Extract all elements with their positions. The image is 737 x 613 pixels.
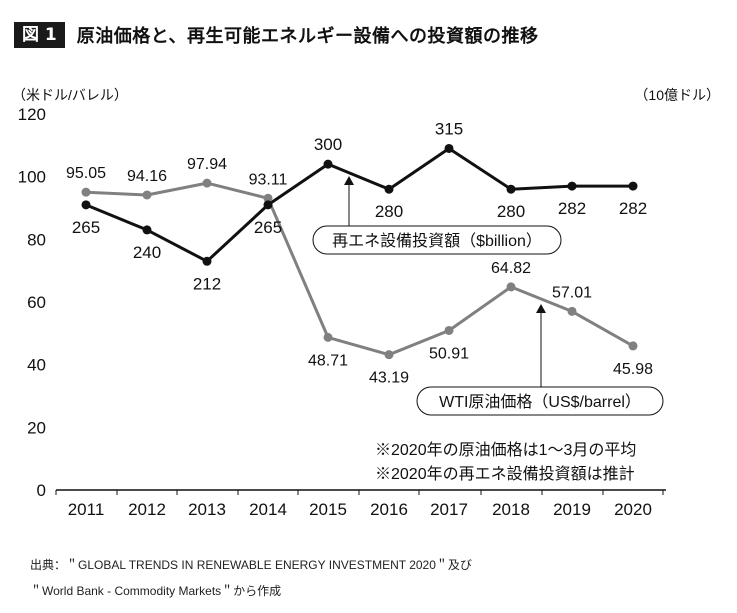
series-lines bbox=[85, 147, 634, 357]
y-tick-label: 0 bbox=[37, 481, 46, 500]
data-point bbox=[263, 200, 273, 210]
wti-data-label: 94.16 bbox=[127, 168, 167, 185]
wti-data-label: 57.01 bbox=[552, 284, 592, 301]
y-tick-label: 120 bbox=[18, 105, 46, 124]
x-tick-label: 2015 bbox=[309, 500, 347, 519]
data-point bbox=[628, 341, 638, 351]
data-point bbox=[384, 350, 394, 360]
data-point bbox=[444, 143, 454, 153]
data-point bbox=[384, 184, 394, 194]
y-tick-label: 80 bbox=[27, 230, 46, 249]
chart-note: ※2020年の原油価格は1～3月の平均 bbox=[375, 441, 636, 459]
y-tick-label: 20 bbox=[27, 418, 46, 437]
data-point bbox=[506, 184, 516, 194]
source-line-2: ＂World Bank - Commodity Markets＂から作成 bbox=[30, 584, 282, 598]
x-tick-label: 2011 bbox=[68, 500, 105, 519]
figure-header: 図 1 原油価格と、再生可能エネルギー設備への投資額の推移 bbox=[14, 22, 539, 48]
left-axis-label: （米ドル/バレル） bbox=[12, 87, 128, 103]
legend-label: WTI原油価格（US$/barrel） bbox=[439, 393, 641, 411]
wti-data-label: 48.71 bbox=[308, 352, 348, 369]
investment-data-label: 212 bbox=[193, 274, 221, 293]
series-line bbox=[85, 147, 633, 263]
x-tick-label: 2020 bbox=[614, 500, 652, 519]
wti-data-label: 93.11 bbox=[249, 171, 288, 188]
wti-data-label: 43.19 bbox=[369, 370, 409, 387]
data-point bbox=[142, 225, 152, 235]
chart-note: ※2020年の再エネ設備投資額は推計 bbox=[375, 465, 635, 483]
investment-data-label: 265 bbox=[72, 218, 100, 237]
data-point bbox=[567, 181, 577, 191]
y-tick-label: 100 bbox=[18, 168, 46, 187]
investment-data-label: 315 bbox=[435, 119, 463, 138]
chart-notes: ※2020年の原油価格は1～3月の平均 ※2020年の再エネ設備投資額は推計 bbox=[375, 441, 636, 483]
series-points bbox=[81, 143, 638, 360]
legend-label: 再エネ設備投資額（$billion） bbox=[332, 232, 542, 250]
wti-data-label: 45.98 bbox=[613, 361, 653, 378]
x-tick-label: 2019 bbox=[553, 500, 591, 519]
data-point bbox=[81, 200, 91, 210]
investment-data-label: 240 bbox=[133, 243, 161, 262]
x-tick-label: 2018 bbox=[492, 500, 530, 519]
data-point bbox=[263, 193, 273, 203]
x-tick-label: 2014 bbox=[249, 500, 287, 519]
series-line bbox=[85, 181, 634, 357]
y-tick-label: 60 bbox=[27, 293, 46, 312]
data-point bbox=[202, 256, 212, 266]
data-labels: 95.05 94.16 97.94 93.11 48.71 43.19 50.91 64.82… bbox=[66, 119, 653, 386]
figure-badge: 図 1 bbox=[14, 22, 65, 48]
y-tick-label: 40 bbox=[27, 356, 46, 375]
investment-data-label: 300 bbox=[314, 135, 342, 154]
wti-data-label: 64.82 bbox=[491, 260, 531, 277]
legend-callouts: 再エネ設備投資額（$billion） WTI原油価格（US$/barrel） bbox=[312, 176, 664, 416]
data-point bbox=[628, 181, 638, 191]
investment-data-label: 282 bbox=[558, 199, 586, 218]
data-point bbox=[444, 325, 454, 335]
x-tick-label: 2016 bbox=[370, 500, 408, 519]
investment-data-label: 282 bbox=[619, 199, 647, 218]
data-point bbox=[323, 332, 333, 342]
investment-data-label: 265 bbox=[254, 218, 282, 237]
x-tick-label: 2013 bbox=[188, 500, 226, 519]
investment-data-label: 280 bbox=[375, 202, 403, 221]
callout-box bbox=[416, 386, 664, 416]
source-line-1: 出典：＂GLOBAL TRENDS IN RENEWABLE ENERGY IN… bbox=[30, 558, 472, 572]
callout-box bbox=[312, 225, 562, 255]
x-tick-label: 2017 bbox=[430, 500, 468, 519]
data-point bbox=[202, 178, 212, 188]
investment-data-label: 280 bbox=[497, 202, 525, 221]
wti-data-label: 50.91 bbox=[429, 345, 469, 362]
callout-arrow-head bbox=[536, 304, 546, 313]
right-axis-label: （10億ドル） bbox=[634, 87, 720, 103]
data-point bbox=[142, 190, 152, 200]
x-tick-label: 2012 bbox=[128, 500, 166, 519]
data-point bbox=[323, 159, 333, 169]
callout-arrow-head bbox=[344, 176, 354, 185]
data-point bbox=[81, 187, 91, 197]
x-axis-ticks: 2011 2012 2013 2014 2015 2016 2017 2018 2019 2020 bbox=[55, 490, 664, 519]
data-point bbox=[567, 306, 577, 316]
wti-data-label: 95.05 bbox=[66, 165, 106, 182]
wti-data-label: 97.94 bbox=[187, 156, 227, 173]
y-axis-ticks: 0 20 40 60 80 100 120 bbox=[18, 105, 46, 500]
figure-title: 原油価格と、再生可能エネルギー設備への投資額の推移 bbox=[76, 26, 539, 47]
data-point bbox=[506, 282, 516, 292]
